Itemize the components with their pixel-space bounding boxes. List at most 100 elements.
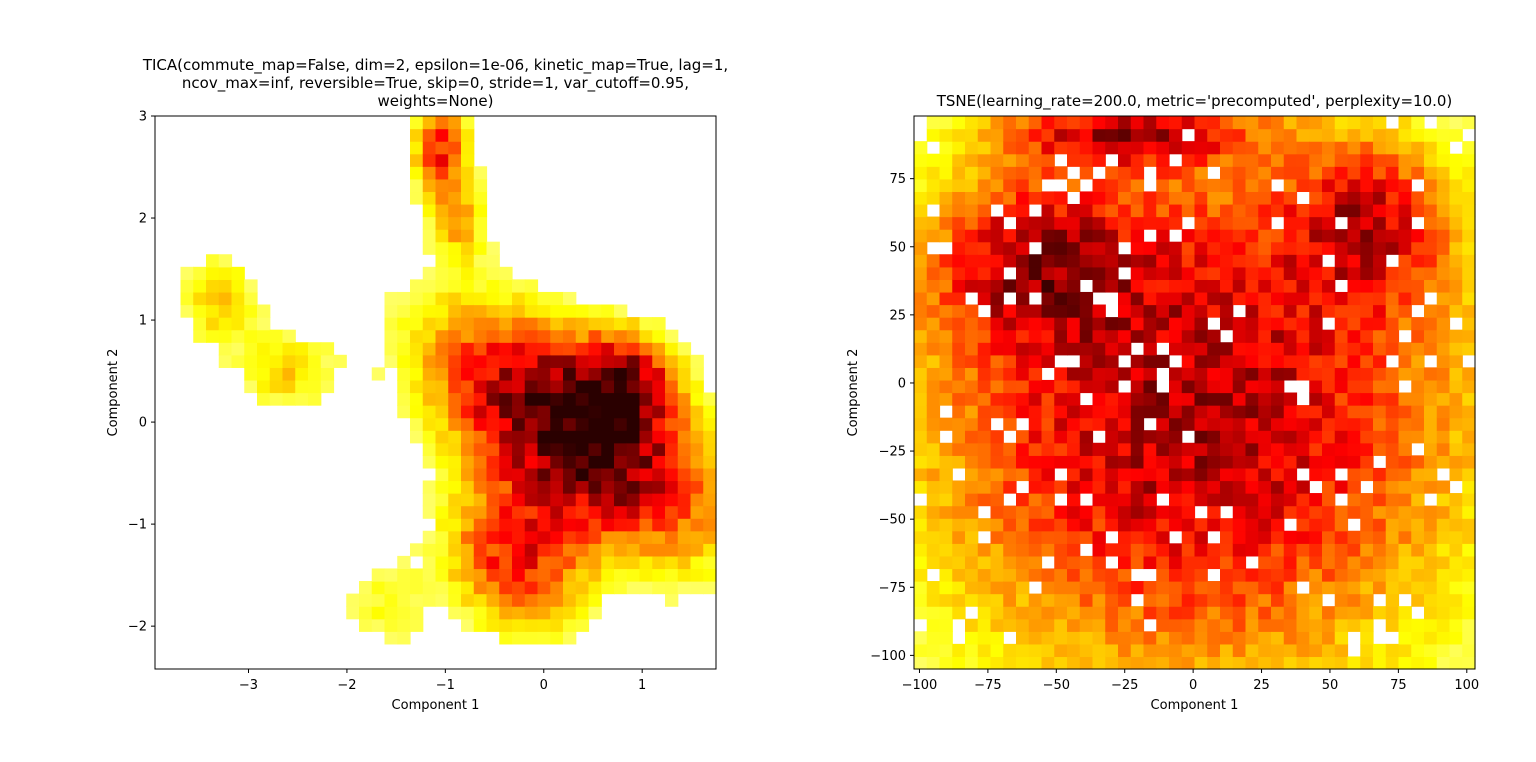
heatmap-cell	[952, 530, 966, 544]
heatmap-cell	[1169, 493, 1183, 507]
heatmap-cell	[1271, 203, 1285, 218]
heatmap-cell	[1398, 178, 1412, 193]
heatmap-cell	[965, 254, 979, 268]
heatmap-cell	[601, 354, 615, 368]
heatmap-cell	[652, 568, 666, 582]
heatmap-cell	[665, 430, 679, 444]
heatmap-cell	[397, 291, 411, 306]
heatmap-cell	[614, 354, 628, 368]
heatmap-cell	[652, 480, 666, 494]
heatmap-cell	[965, 493, 979, 507]
heatmap-cell	[1322, 291, 1336, 306]
heatmap-cell	[1462, 606, 1476, 620]
heatmap-cell	[1283, 543, 1298, 557]
heatmap-cell	[588, 568, 602, 582]
heatmap-cell	[1054, 405, 1068, 419]
heatmap-cell	[601, 455, 615, 469]
heatmap-cell	[1079, 518, 1094, 532]
heatmap-cell	[435, 581, 449, 595]
heatmap-cell	[1258, 379, 1272, 394]
heatmap-cell	[422, 354, 437, 368]
heatmap-cell	[1462, 141, 1476, 155]
heatmap-cell	[1385, 430, 1400, 444]
heatmap-cell	[652, 392, 666, 406]
heatmap-cell	[1449, 279, 1463, 293]
heatmap-cell	[1271, 254, 1285, 268]
heatmap-cell	[665, 568, 679, 582]
heatmap-cell	[180, 279, 194, 293]
heatmap-cell	[1360, 505, 1374, 519]
heatmap-cell	[952, 178, 966, 193]
heatmap-cell	[461, 178, 475, 193]
heatmap-cell	[1347, 593, 1361, 607]
heatmap-cell	[1411, 128, 1425, 142]
heatmap-cell	[473, 417, 488, 431]
heatmap-cell	[614, 304, 628, 318]
heatmap-cell	[1092, 116, 1106, 130]
heatmap-cell	[1385, 266, 1400, 280]
heatmap-cell	[1296, 141, 1310, 155]
heatmap-cell	[1028, 543, 1043, 557]
heatmap-cell	[1322, 606, 1336, 620]
heatmap-cell	[1373, 505, 1387, 519]
heatmap-cell	[1156, 631, 1170, 645]
heatmap-cell	[677, 568, 692, 582]
heatmap-cell	[1130, 116, 1145, 130]
heatmap-cell	[1462, 153, 1476, 167]
heatmap-cell	[601, 467, 615, 482]
heatmap-cell	[1449, 392, 1463, 406]
heatmap-cell	[626, 543, 641, 557]
heatmap-cell	[1449, 254, 1463, 268]
heatmap-cell	[1424, 392, 1438, 406]
heatmap-cell	[473, 392, 488, 406]
heatmap-cell	[1003, 178, 1017, 193]
heatmap-cell	[1245, 455, 1259, 469]
heatmap-cell	[435, 241, 449, 255]
heatmap-cell	[1041, 317, 1055, 331]
heatmap-cell	[1334, 618, 1349, 632]
heatmap-cell	[1424, 405, 1438, 419]
heatmap-cell	[1424, 417, 1438, 431]
heatmap-cell	[1283, 291, 1298, 306]
heatmap-cell	[1436, 166, 1451, 180]
heatmap-cell	[1373, 203, 1387, 218]
heatmap-cell	[914, 392, 928, 406]
heatmap-cell	[1322, 392, 1336, 406]
heatmap-cell	[1245, 467, 1259, 482]
heatmap-cell	[1424, 329, 1438, 343]
heatmap-cell	[1067, 530, 1081, 544]
heatmap-cell	[397, 593, 411, 607]
heatmap-cell	[652, 543, 666, 557]
heatmap-cell	[952, 593, 966, 607]
heatmap-cell	[1156, 279, 1170, 293]
heatmap-cell	[1169, 166, 1183, 180]
heatmap-cell	[550, 367, 564, 381]
heatmap-cell	[1169, 455, 1183, 469]
heatmap-cell	[448, 455, 462, 469]
heatmap-cell	[486, 568, 500, 582]
heatmap-cell	[563, 543, 577, 557]
heatmap-cell	[1245, 317, 1259, 331]
heatmap-cell	[1143, 505, 1157, 519]
heatmap-cell	[1283, 417, 1298, 431]
heatmap-cell	[1424, 606, 1438, 620]
heatmap-cell	[1258, 656, 1272, 670]
heatmap-cell	[965, 241, 979, 255]
heatmap-cell	[703, 442, 717, 456]
heatmap-cell	[588, 354, 602, 368]
heatmap-cell	[965, 166, 979, 180]
heatmap-cell	[939, 354, 953, 368]
heatmap-cell	[448, 191, 462, 205]
heatmap-cell	[550, 317, 564, 331]
heatmap-cell	[461, 153, 475, 167]
tsne-chart: TSNE(learning_rate=200.0, metric='precom…	[846, 92, 1479, 713]
heatmap-cell	[1411, 191, 1425, 205]
heatmap-cell	[952, 405, 966, 419]
heatmap-cell	[1118, 304, 1132, 318]
heatmap-cell	[614, 581, 628, 595]
heatmap-cell	[1003, 467, 1017, 482]
heatmap-cell	[914, 291, 928, 306]
heatmap-cell	[550, 581, 564, 595]
heatmap-cell	[1016, 254, 1030, 268]
heatmap-cell	[524, 530, 539, 544]
